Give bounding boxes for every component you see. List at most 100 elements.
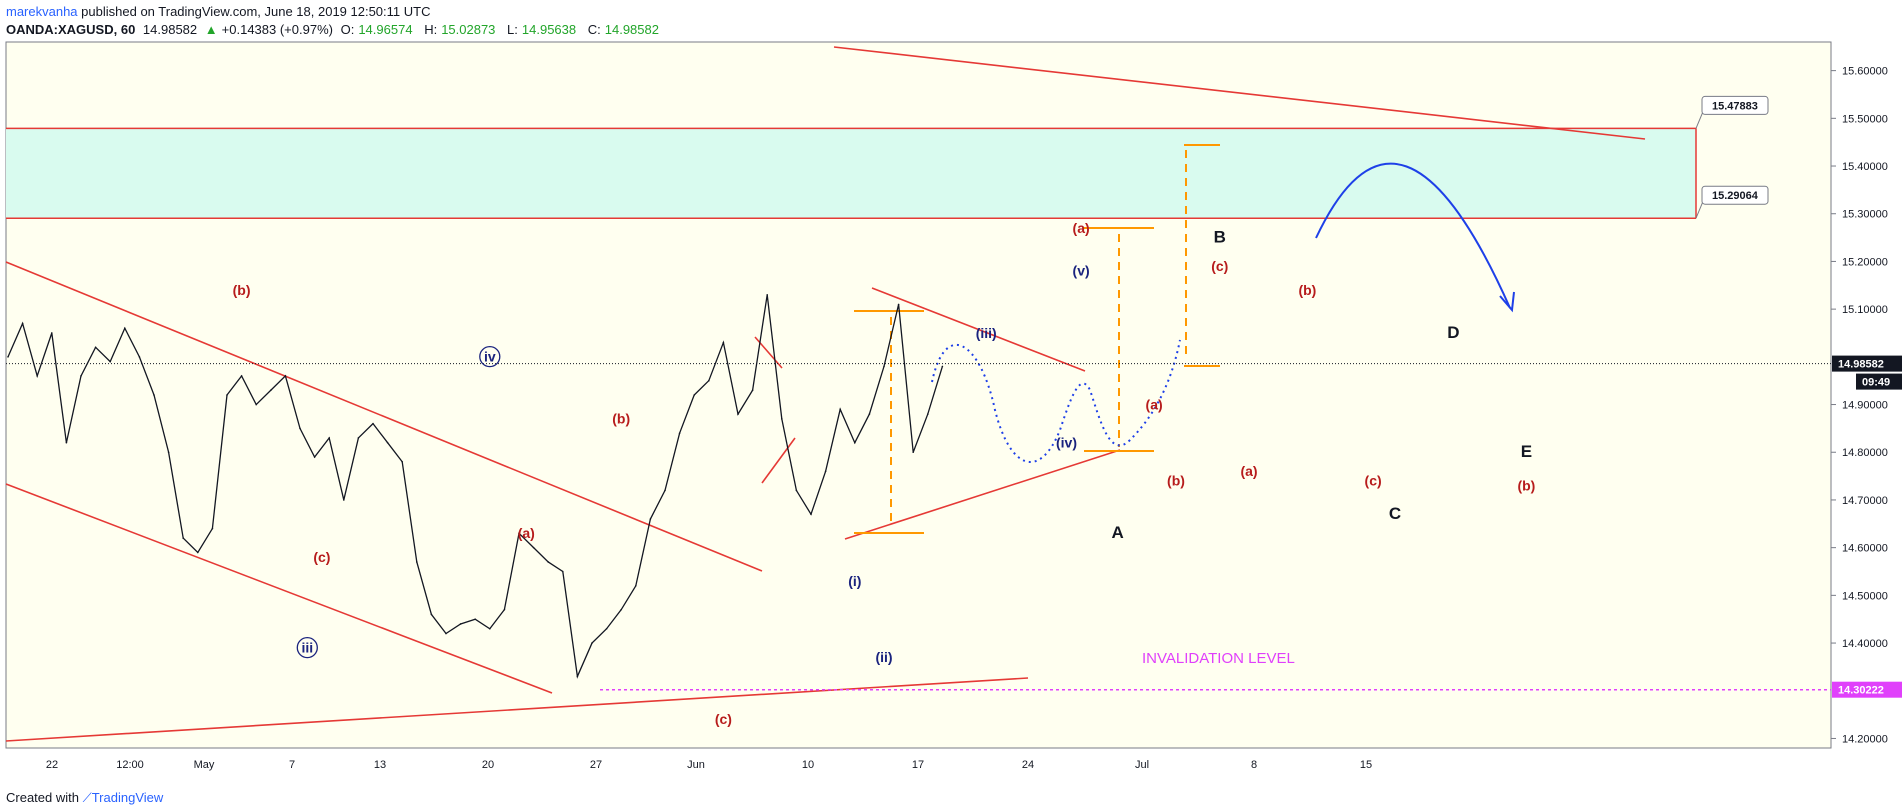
price-point [270, 389, 272, 392]
price-point [313, 456, 316, 458]
price-point [547, 561, 549, 563]
x-tick-label: 27 [590, 759, 602, 771]
price-point [240, 375, 243, 377]
zone-bottom-callout-box [1701, 185, 1769, 205]
x-tick-label: 12:00 [116, 759, 144, 771]
price-point [21, 322, 24, 325]
price-point [503, 608, 506, 611]
x-tick-label: 22 [46, 759, 58, 771]
upper-resistance-line[interactable] [833, 46, 1646, 140]
price-point [912, 451, 914, 454]
ohlc-close: C: 14.98582 [587, 22, 659, 37]
price-point [897, 303, 900, 306]
price-point [781, 418, 783, 420]
symbol-label[interactable]: OANDA:XAGUSD, 60 [6, 22, 136, 37]
y-tick-label: 15.40000 [1842, 161, 1888, 173]
zone-top-callout-box [1701, 95, 1769, 115]
price-point [839, 408, 841, 411]
wave-label: C [1389, 504, 1401, 523]
x-tick-label: 8 [1251, 759, 1257, 771]
channel-lower-line[interactable] [5, 483, 553, 694]
wave-label: E [1521, 442, 1532, 461]
price-point [416, 561, 418, 563]
price-point [591, 642, 593, 644]
x-tick-label: 15 [1360, 759, 1372, 771]
footer: Created with ⟋TradingView [6, 790, 163, 806]
wave-circle [296, 636, 318, 659]
price-point [883, 365, 885, 368]
tradingview-brand-link[interactable]: TradingView [91, 790, 164, 805]
chart-header: marekvanha published on TradingView.com,… [6, 3, 667, 39]
x-tick-label: 20 [482, 759, 494, 771]
base-support-line[interactable] [5, 677, 1029, 742]
countdown-bg [1856, 373, 1902, 390]
price-point [795, 489, 798, 492]
wave-label: (a) [1146, 396, 1163, 412]
x-tick-label: 7 [289, 759, 295, 771]
wave-label: B [1214, 227, 1226, 246]
price-point [489, 627, 491, 630]
wave-label: (c) [715, 711, 732, 727]
price-point [693, 394, 695, 396]
x-tick-label: Jul [1135, 759, 1149, 771]
change-arrow-icon: ▲ [204, 22, 218, 37]
price-point [868, 413, 871, 415]
price-point [620, 608, 622, 611]
price-point [576, 675, 579, 678]
wave-iv-line[interactable] [761, 437, 796, 484]
price-point [708, 379, 710, 382]
wave-label: (ii) [875, 649, 892, 665]
wave-label: (b) [1517, 477, 1535, 493]
ohlc-open: O: 14.96574 [340, 22, 413, 37]
target-arc[interactable] [1315, 162, 1511, 309]
wave-label: (i) [848, 573, 861, 589]
triangle-upper-line[interactable] [871, 287, 1086, 372]
channel-upper-line[interactable] [5, 261, 763, 572]
y-tick-label: 15.30000 [1842, 209, 1888, 221]
price-point [357, 437, 360, 439]
wave-label: (b) [233, 282, 251, 298]
price-point [182, 537, 184, 539]
zone-top-callout: 15.47883 [1712, 100, 1758, 112]
x-tick-label: May [194, 759, 215, 771]
x-tick-label: 13 [374, 759, 386, 771]
x-tick-label: 17 [912, 759, 924, 771]
wave-label: (v) [1073, 263, 1090, 279]
wave-label: (a) [518, 525, 535, 541]
price-point [766, 294, 768, 296]
price-point [153, 394, 155, 396]
author-link[interactable]: marekvanha [6, 4, 78, 19]
price-point [211, 527, 214, 530]
last-price: 14.98582 [142, 22, 198, 37]
price-change: +0.14383 (+0.97%) [221, 22, 333, 37]
wave-label: iii [301, 640, 313, 656]
price-point [941, 365, 944, 368]
wave-label: (a) [1073, 220, 1090, 236]
price-point [328, 437, 331, 439]
price-point [854, 441, 856, 444]
price-point [664, 489, 666, 492]
y-tick-label: 15.10000 [1842, 304, 1888, 316]
price-point [751, 389, 754, 392]
wave-label: (b) [612, 411, 630, 427]
target-zone[interactable] [6, 128, 1696, 219]
price-point [255, 403, 257, 406]
price-point [474, 618, 477, 621]
created-with-text: Created with [6, 790, 79, 805]
price-point [635, 585, 637, 587]
price-point [737, 413, 739, 415]
price-point [810, 513, 812, 516]
arc-arrowhead-icon [1499, 291, 1515, 313]
price-point [51, 332, 53, 334]
wave-label: D [1447, 323, 1459, 342]
wave-label: (c) [1365, 473, 1382, 489]
price-point [649, 518, 652, 520]
current-price-badge-bg [1832, 355, 1902, 372]
triangle-lower-line[interactable] [844, 449, 1121, 540]
current-price-badge: 14.98582 [1838, 359, 1884, 371]
wave-label: (iv) [1056, 434, 1077, 450]
wave-label: A [1111, 523, 1123, 542]
price-point [7, 356, 9, 358]
price-point [197, 551, 199, 554]
